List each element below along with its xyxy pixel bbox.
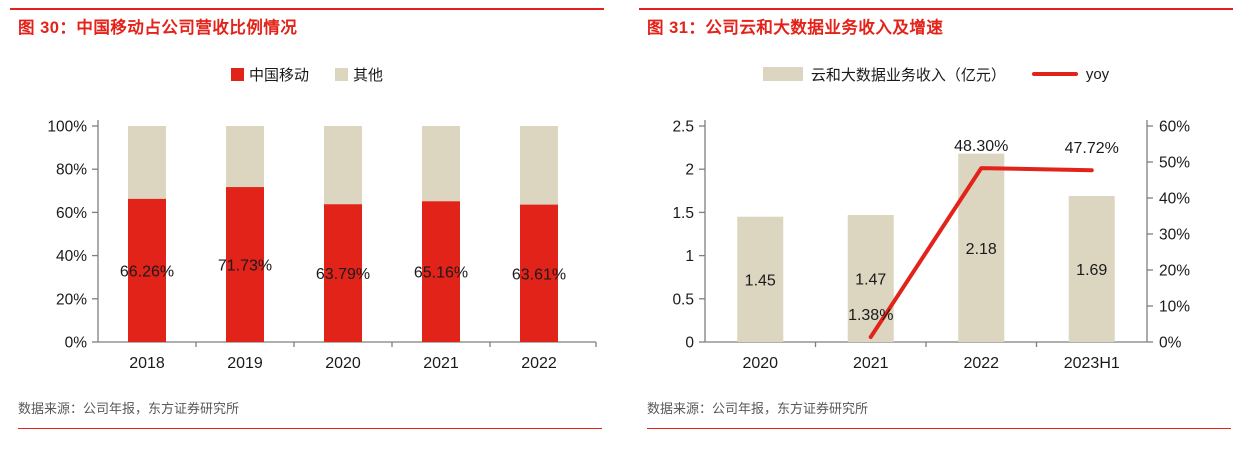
bar-value-label: 2.18 [966, 241, 997, 258]
bar-other-2019 [226, 126, 264, 188]
legend-item-other: 其他 [335, 64, 383, 85]
bar-value-label: 63.61% [512, 266, 566, 283]
figure31-top-rule [639, 8, 1233, 10]
bar-china-mobile-2018 [128, 198, 166, 342]
bar-line-chart-cloud-revenue: 0 0.5 1 1.5 2 2.5 0% 10% 20% 30% 40% 50% 60% 1.45 2020… [672, 119, 1190, 373]
bar-other-2021 [422, 126, 460, 202]
bar-china-mobile-2022 [520, 204, 558, 342]
right-y-tick-label: 20% [1159, 263, 1190, 280]
figure30-top-rule [10, 8, 604, 10]
legend-item-china-mobile: 中国移动 [230, 64, 309, 85]
bar-value-label: 1.47 [855, 271, 886, 288]
left-y-tick-label: 0 [685, 335, 694, 352]
bar-other-2022 [520, 126, 558, 205]
legend-item-cloud-revenue: 云和大数据业务收入（亿元） [762, 64, 1006, 85]
stacked-bar-chart-revenue-share: 0% 20% 40% 60% 80% 100% 66.26% 2018 71.73% 2019 63… [47, 119, 597, 372]
bar-cloud-revenue-2022 [958, 153, 1005, 342]
left-y-tick-label: 2 [685, 162, 694, 179]
legend-item-yoy: yoy [1031, 65, 1110, 83]
yoy-point-label: 48.30% [954, 138, 1008, 155]
other-swatch-icon [335, 67, 348, 81]
left-y-tick-label: 0.5 [672, 291, 694, 308]
bar-china-mobile-2020 [324, 204, 362, 342]
panel-figure-30: 图 30：中国移动占公司营收比例情况 中国移动 其他 0% 20% 40% 60% 80… [10, 8, 604, 448]
right-y-tick-label: 60% [1159, 119, 1190, 136]
x-category-label: 2022 [963, 355, 999, 372]
x-category-label: 2021 [423, 355, 459, 372]
right-y-tick-label: 50% [1159, 155, 1190, 172]
x-category-label: 2018 [129, 355, 165, 372]
bar-cloud-revenue-2023H1 [1068, 195, 1115, 342]
bar-value-label: 1.45 [745, 272, 776, 289]
y-tick-label: 100% [47, 119, 87, 136]
right-y-tick-label: 10% [1159, 299, 1190, 316]
x-category-label: 2019 [227, 355, 263, 372]
left-y-tick-label: 1 [685, 248, 694, 265]
yoy-line [868, 166, 1094, 340]
x-category-label: 2023H1 [1064, 355, 1120, 372]
figure31-legend: 云和大数据业务收入（亿元） yoy [639, 64, 1233, 84]
bar-value-label: 1.69 [1076, 262, 1107, 279]
right-y-tick-label: 0% [1159, 335, 1182, 352]
x-category-label: 2020 [742, 355, 778, 372]
figure30-legend: 中国移动 其他 [10, 64, 604, 84]
bar-cloud-revenue-2021 [847, 214, 894, 342]
bar-value-label: 65.16% [414, 265, 468, 282]
left-y-tick-label: 1.5 [672, 205, 694, 222]
bar-china-mobile-2019 [226, 187, 264, 342]
figure31-title: 图 31：公司云和大数据业务收入及增速 [647, 19, 944, 37]
right-y-tick-label: 40% [1159, 191, 1190, 208]
x-category-label: 2020 [325, 355, 361, 372]
bar-value-label: 71.73% [218, 258, 272, 275]
y-tick-label: 20% [56, 291, 87, 308]
figure31-source: 数据来源：公司年报，东方证券研究所 [647, 399, 1231, 429]
yoy-point-label: 47.72% [1065, 140, 1119, 157]
bar-other-2018 [128, 126, 166, 199]
yoy-point-label: 1.38% [848, 307, 893, 324]
y-tick-label: 0% [65, 335, 88, 352]
y-tick-label: 80% [56, 162, 87, 179]
cloud-revenue-swatch-icon [762, 67, 803, 81]
figure30-title: 图 30：中国移动占公司营收比例情况 [18, 19, 298, 37]
legend-label: yoy [1085, 65, 1110, 83]
figure30-source: 数据来源：公司年报，东方证券研究所 [18, 399, 602, 429]
yoy-line-swatch-icon [1031, 72, 1078, 76]
x-category-label: 2021 [853, 355, 889, 372]
legend-label: 其他 [353, 66, 384, 84]
x-category-label: 2022 [521, 355, 557, 372]
legend-label: 中国移动 [248, 66, 309, 84]
legend-label: 云和大数据业务收入（亿元） [810, 66, 1006, 84]
right-y-tick-label: 30% [1159, 227, 1190, 244]
bar-cloud-revenue-2020 [737, 216, 784, 342]
china-mobile-swatch-icon [230, 67, 244, 81]
bar-value-label: 63.79% [316, 266, 370, 283]
left-y-tick-label: 2.5 [672, 119, 694, 136]
bar-other-2020 [324, 126, 362, 205]
y-tick-label: 60% [56, 205, 87, 222]
y-tick-label: 40% [56, 248, 87, 265]
bar-china-mobile-2021 [422, 201, 460, 342]
bar-value-label: 66.26% [120, 263, 174, 280]
